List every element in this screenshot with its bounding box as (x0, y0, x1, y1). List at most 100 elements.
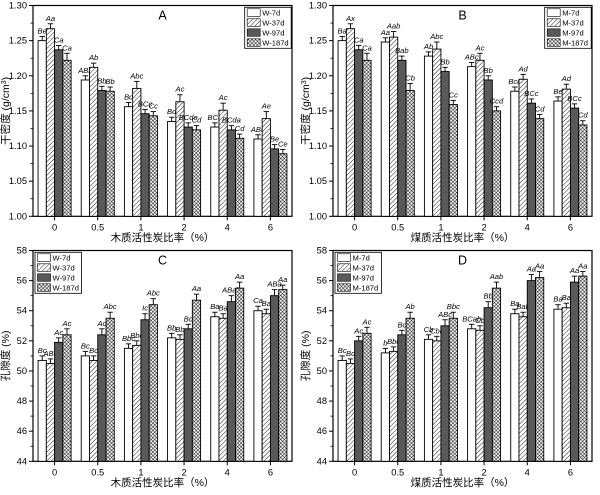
svg-text:2: 2 (181, 222, 186, 232)
svg-text:W-37d: W-37d (53, 263, 75, 272)
svg-text:Ac: Ac (362, 317, 372, 326)
svg-text:Aa: Aa (534, 262, 544, 271)
svg-text:Ccd: Ccd (490, 97, 504, 106)
svg-text:1: 1 (438, 467, 443, 477)
svg-text:Cd: Cd (192, 116, 202, 125)
svg-text:W-97d: W-97d (53, 273, 75, 282)
svg-text:6: 6 (568, 467, 573, 477)
svg-text:M-187d: M-187d (562, 38, 588, 47)
svg-text:Bc: Bc (89, 346, 98, 355)
svg-text:46: 46 (17, 426, 27, 436)
svg-text:D: D (458, 254, 467, 268)
svg-text:6: 6 (268, 467, 273, 477)
svg-text:Ba: Ba (562, 293, 571, 302)
svg-text:1.00: 1.00 (309, 211, 327, 221)
svg-text:干密度 (g/cm3): 干密度 (g/cm3) (300, 77, 312, 145)
svg-text:B: B (458, 9, 466, 23)
svg-text:Cd: Cd (235, 124, 245, 133)
svg-text:Cb: Cb (405, 74, 415, 83)
svg-text:58: 58 (317, 246, 327, 256)
svg-text:M-187d: M-187d (353, 283, 379, 292)
svg-text:Bc: Bc (124, 92, 133, 101)
svg-text:Bb: Bb (440, 57, 449, 66)
svg-text:M-7d: M-7d (353, 253, 370, 262)
svg-text:Ba: Ba (262, 299, 271, 308)
svg-text:Ac: Ac (96, 319, 106, 328)
svg-text:48: 48 (17, 396, 27, 406)
svg-text:Ac: Ac (62, 319, 72, 328)
svg-text:6: 6 (568, 222, 573, 232)
svg-text:Bc: Bc (184, 314, 193, 323)
svg-text:56: 56 (17, 276, 27, 286)
svg-text:54: 54 (17, 306, 27, 316)
svg-text:1: 1 (138, 222, 143, 232)
svg-text:Bb: Bb (105, 77, 114, 86)
svg-text:Aa: Aa (234, 272, 244, 281)
svg-text:Ac: Ac (175, 85, 185, 94)
svg-text:0: 0 (352, 467, 357, 477)
svg-text:4: 4 (225, 222, 230, 232)
svg-text:煤质活性炭比率（%）: 煤质活性炭比率（%） (411, 476, 515, 489)
svg-text:1.25: 1.25 (9, 36, 27, 46)
svg-text:W-187d: W-187d (262, 38, 288, 47)
svg-text:1: 1 (438, 222, 443, 232)
svg-text:Ca: Ca (362, 43, 372, 52)
svg-text:BCc: BCc (567, 94, 582, 103)
svg-text:1.05: 1.05 (309, 176, 327, 186)
svg-text:Be: Be (553, 87, 562, 96)
svg-text:Ac: Ac (53, 328, 63, 337)
svg-text:C: C (158, 254, 167, 268)
svg-text:0.5: 0.5 (391, 222, 404, 232)
svg-text:Ba: Ba (218, 304, 227, 313)
svg-text:Ab: Ab (404, 302, 414, 311)
svg-text:0: 0 (52, 467, 57, 477)
svg-text:BCc: BCc (524, 89, 539, 98)
svg-text:Cd: Cd (535, 104, 545, 113)
svg-text:M-7d: M-7d (562, 8, 579, 17)
svg-text:W-37d: W-37d (262, 18, 284, 27)
svg-text:0.5: 0.5 (91, 467, 104, 477)
svg-text:M-37d: M-37d (562, 18, 584, 27)
svg-text:Bb: Bb (175, 325, 184, 334)
svg-text:Bab: Bab (395, 46, 409, 55)
svg-text:4: 4 (525, 467, 530, 477)
svg-text:54: 54 (317, 306, 327, 316)
svg-text:Aab: Aab (386, 22, 401, 31)
svg-text:1.25: 1.25 (309, 36, 327, 46)
svg-text:W-7d: W-7d (53, 253, 71, 262)
svg-text:2: 2 (181, 467, 186, 477)
svg-text:Ac: Ac (353, 326, 363, 335)
svg-text:1.05: 1.05 (9, 176, 27, 186)
svg-text:Ic: Ic (142, 304, 148, 313)
svg-text:Bc: Bc (346, 349, 355, 358)
svg-text:Cc: Cc (449, 90, 458, 99)
svg-text:1.30: 1.30 (309, 1, 327, 11)
svg-text:48: 48 (317, 396, 327, 406)
svg-text:孔隙度 (%): 孔隙度 (%) (300, 331, 312, 382)
svg-text:52: 52 (17, 336, 27, 346)
svg-text:Bc: Bc (397, 320, 406, 329)
svg-text:Ac: Ac (218, 93, 228, 102)
svg-text:M-97d: M-97d (353, 273, 375, 282)
svg-text:煤质活性炭比率（%）: 煤质活性炭比率（%） (411, 231, 515, 244)
svg-text:Ba: Ba (338, 26, 347, 35)
svg-text:56: 56 (317, 276, 327, 286)
svg-text:44: 44 (317, 456, 327, 466)
svg-text:1: 1 (138, 467, 143, 477)
svg-text:0.5: 0.5 (391, 467, 404, 477)
svg-text:M-97d: M-97d (562, 28, 584, 37)
svg-text:Abc: Abc (146, 289, 160, 298)
svg-text:0: 0 (52, 222, 57, 232)
svg-text:Aa: Aa (45, 14, 55, 23)
svg-text:M-37d: M-37d (353, 263, 375, 272)
svg-text:Aab: Aab (489, 272, 504, 281)
svg-text:W-7d: W-7d (262, 8, 280, 17)
svg-text:Ab: Ab (423, 42, 433, 51)
svg-text:Aa: Aa (277, 275, 287, 284)
svg-text:W-187d: W-187d (53, 283, 79, 292)
svg-text:Bb: Bb (484, 66, 493, 75)
svg-text:Aa: Aa (577, 262, 587, 271)
svg-text:Abc: Abc (103, 302, 117, 311)
svg-text:2: 2 (481, 467, 486, 477)
svg-text:Ad: Ad (561, 74, 572, 83)
